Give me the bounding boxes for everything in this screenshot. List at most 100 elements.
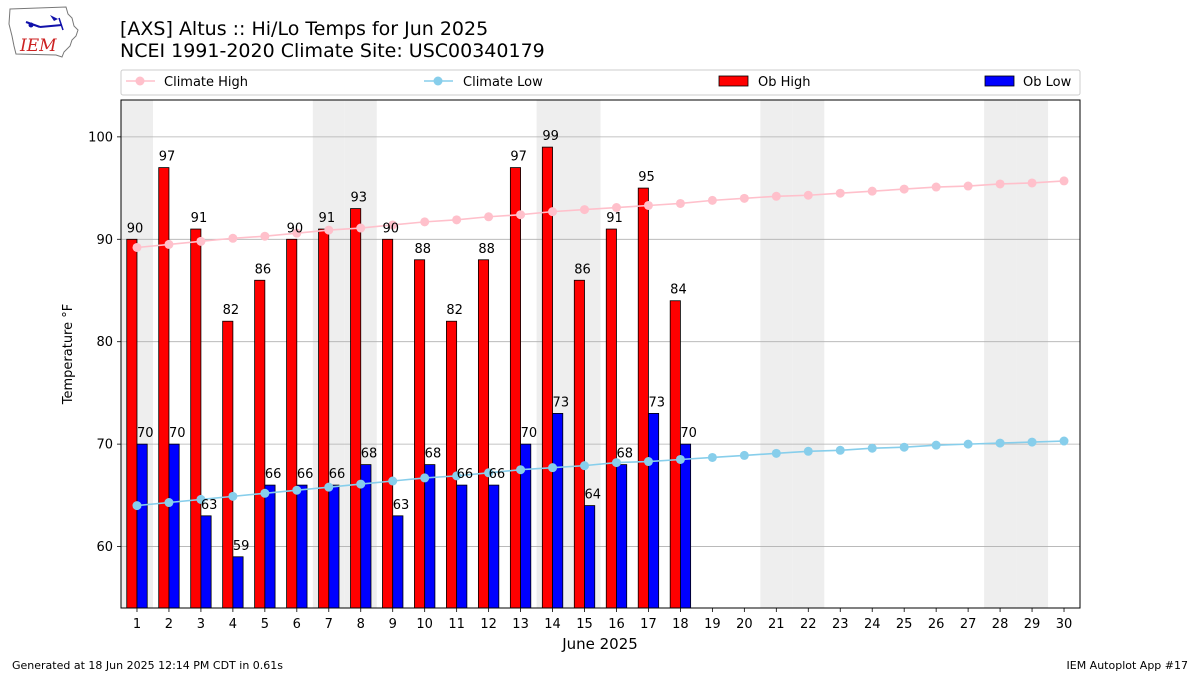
ob-high-value-label: 97 [159,150,176,165]
climate-low-point-day-7 [324,482,334,492]
ob-high-bar-day-12 [477,259,490,609]
ob-high-value-label: 91 [319,211,336,226]
legend-ob-high-swatch [718,75,749,87]
ob-high-bar-day-3 [190,228,202,609]
ob-low-bar-day-12 [488,484,500,609]
climate-high-point-day-1 [132,242,142,252]
climate-high-point-day-6 [292,228,302,238]
ob-high-value-label: 84 [670,283,687,298]
climate-low-point-day-21 [771,448,781,458]
climate-low-point-day-3 [196,494,206,504]
bars [126,146,692,609]
climate-low-point-day-4 [228,491,238,501]
climate-high-point-day-16 [611,203,621,213]
climate-low-point-day-9 [388,476,398,486]
climate-high-point-day-24 [867,186,877,196]
legend-climate-low: Climate Low [424,75,543,90]
ob-low-bar-day-18 [680,443,692,609]
climate-low-point-day-2 [164,498,174,508]
ob-low-value-label: 73 [553,395,570,410]
legend-climate-high-label: Climate High [164,75,248,90]
climate-low-point-day-8 [356,479,366,489]
climate-high-point-day-21 [771,191,781,201]
ob-low-bar-day-10 [424,464,436,609]
ob-high-bar-day-5 [254,279,266,609]
x-tick-label: 8 [357,617,365,632]
climate-high-point-day-7 [324,225,334,235]
climate-high-point-day-30 [1059,176,1069,186]
ob-low-bar-day-14 [552,413,564,609]
climate-low-point-day-10 [420,473,430,483]
ob-low-bar-day-7 [328,484,340,609]
ob-low-bar-day-17 [648,413,660,609]
ob-high-bar-day-10 [414,259,426,609]
legend-ob-low-swatch [984,75,1015,87]
legend: Climate High Climate Low Ob High Ob Low [120,69,1081,96]
ob-high-value-label: 90 [382,221,399,236]
x-tick-label: 14 [544,617,561,632]
climate-high-point-day-22 [803,190,813,200]
x-axis-label: June 2025 [561,635,638,653]
ob-low-value-label: 63 [201,498,218,513]
climate-high-point-day-25 [899,184,909,194]
x-tick-label: 27 [960,617,977,632]
x-tick-label: 1 [133,617,141,632]
weekend-shade-day-22 [792,100,825,608]
chart-subtitle: NCEI 1991-2020 Climate Site: USC00340179 [120,40,545,62]
ob-low-bar-day-3 [200,515,212,609]
x-tick-label: 22 [800,617,817,632]
x-tick-label: 10 [416,617,433,632]
climate-low-point-day-19 [707,452,717,462]
ob-low-bar-day-16 [616,464,628,609]
weekend-shade-day-29 [1016,100,1049,608]
ob-high-bar-day-1 [126,238,138,609]
climate-high-point-day-9 [388,220,398,230]
y-tick-label: 60 [96,540,113,555]
legend-climate-low-label: Climate Low [463,75,543,90]
climate-high-point-day-19 [707,195,717,205]
ob-high-bar-day-8 [350,208,362,609]
ob-high-bar-day-13 [509,167,521,609]
y-tick-label: 80 [96,335,113,350]
climate-high-point-day-4 [228,233,238,243]
legend-climate-low-marker [433,76,443,86]
footer-generated: Generated at 18 Jun 2025 12:14 PM CDT in… [12,659,283,672]
ob-low-value-label: 66 [489,467,506,482]
ob-low-value-label: 68 [616,447,633,462]
ob-low-value-label: 63 [393,498,410,513]
weekend-shade-day-21 [760,100,793,608]
ob-high-value-label: 88 [478,242,495,257]
ob-low-value-label: 73 [648,395,665,410]
x-tick-label: 18 [672,617,689,632]
y-axis-label: Temperature °F [61,304,76,405]
x-tick-label: 24 [864,617,881,632]
ob-high-bar-day-4 [222,320,234,609]
climate-low-point-day-25 [899,442,909,452]
climate-low-point-day-15 [580,461,590,471]
climate-low-point-day-14 [548,463,558,473]
x-tick-label: 12 [480,617,497,632]
climate-low-point-day-12 [484,468,494,478]
climate-low-point-day-6 [292,485,302,495]
climate-high-point-day-13 [516,210,526,220]
ob-low-value-label: 70 [521,426,538,441]
ob-high-value-label: 90 [287,221,304,236]
ob-low-value-label: 66 [329,467,346,482]
x-tick-label: 29 [1024,617,1041,632]
x-tick-label: 15 [576,617,593,632]
ob-high-bar-day-15 [573,279,585,609]
x-tick-label: 20 [736,617,753,632]
ob-low-bar-day-11 [456,484,468,609]
x-tick-label: 30 [1056,617,1073,632]
ob-high-value-label: 91 [191,211,208,226]
climate-low-line [136,440,1065,507]
climate-high-point-day-10 [420,217,430,227]
climate-high-point-day-23 [835,188,845,198]
iem-logo-icon: IEM [8,6,79,58]
x-tick-label: 3 [197,617,205,632]
climate-low-point-day-16 [611,458,621,468]
climate-low-point-day-28 [995,438,1005,448]
x-axis-ticks: 1 2 3 4 5 6 7 8 9 10 11 12 13 14 15 16 17 18 19 20 21 22 23 24 2… [133,608,1072,632]
y-tick-label: 100 [88,130,113,145]
climate-low-point-day-11 [452,471,462,481]
